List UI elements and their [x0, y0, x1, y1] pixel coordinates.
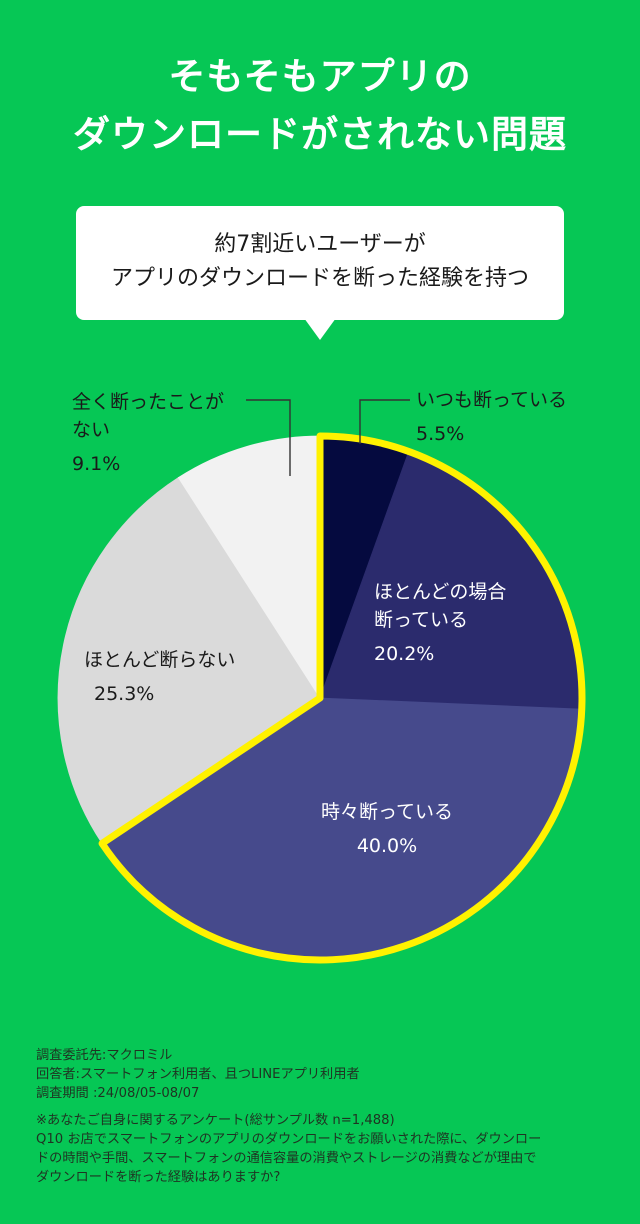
- label-rarely-text: ほとんど断らない: [84, 649, 236, 671]
- label-rarely: ほとんど断らない 25.3%: [84, 646, 235, 708]
- label-sometimes-pct: 40.0%: [356, 835, 418, 857]
- label-never-line-1: 全く断ったことが: [72, 391, 225, 413]
- note-line-2: 回答者:スマートフォン利用者、且つLINEアプリ利用者: [36, 1067, 360, 1082]
- pie-slice-4: [57, 477, 321, 844]
- callout-bubble: [76, 206, 564, 320]
- callout-line-1: 約7割近いユーザーが: [214, 232, 426, 257]
- note-line-5: Q10 お店でスマートフォンのアプリのダウンロードをお願いされた際に、ダウンロー: [36, 1132, 542, 1147]
- callout-line-2: アプリのダウンロードを断った経験を持つ: [110, 266, 529, 291]
- note-line-1: 調査委託先:マクロミル: [36, 1048, 173, 1063]
- label-mostly-pct: 20.2%: [374, 643, 435, 665]
- label-sometimes-text: 時々断っている: [320, 801, 454, 823]
- page-title: そもそもアプリの ダウンロードがされない問題: [0, 48, 640, 164]
- note-line-4: ※あなたご自身に関するアンケート(総サンプル数 n=1,488): [36, 1113, 395, 1128]
- label-rarely-pct: 25.3%: [94, 683, 155, 705]
- title-line-1: そもそもアプリの: [168, 55, 472, 98]
- note-line-3: 調査期間 :24/08/05-08/07: [36, 1086, 200, 1101]
- label-mostly-line-1: ほとんどの場合: [374, 581, 507, 603]
- title-line-2: ダウンロードがされない問題: [73, 113, 567, 156]
- leader-lines: [246, 399, 410, 476]
- survey-notes: 調査委託先:マクロミル 回答者:スマートフォン利用者、且つLINEアプリ利用者 …: [36, 1046, 616, 1187]
- label-always: いつも断っている 5.5%: [416, 386, 567, 448]
- callout-text: 約7割近いユーザーが アプリのダウンロードを断った経験を持つ: [76, 228, 564, 296]
- label-sometimes: 時々断っている 40.0%: [312, 798, 462, 860]
- leader-line-never: [246, 399, 291, 476]
- label-never-line-2: ない: [72, 419, 111, 441]
- label-never: 全く断ったことが ない 9.1%: [72, 388, 224, 478]
- highlight-outline: [98, 432, 586, 964]
- label-always-pct: 5.5%: [416, 423, 465, 445]
- pie-slice-5: [177, 435, 321, 700]
- note-line-6: ドの時間や手間、スマートフォンの通信容量の消費やストレージの消費などが理由で: [36, 1151, 537, 1166]
- label-always-text: いつも断っている: [416, 389, 568, 411]
- label-never-pct: 9.1%: [72, 453, 121, 475]
- note-line-7: ダウンロードを断った経験はありますか?: [36, 1170, 281, 1185]
- pie-chart: [57, 399, 586, 964]
- leader-line-always: [359, 399, 410, 444]
- callout-bubble-tail: [304, 318, 336, 340]
- label-mostly-line-2: 断っている: [374, 609, 469, 631]
- label-mostly: ほとんどの場合 断っている 20.2%: [374, 578, 506, 668]
